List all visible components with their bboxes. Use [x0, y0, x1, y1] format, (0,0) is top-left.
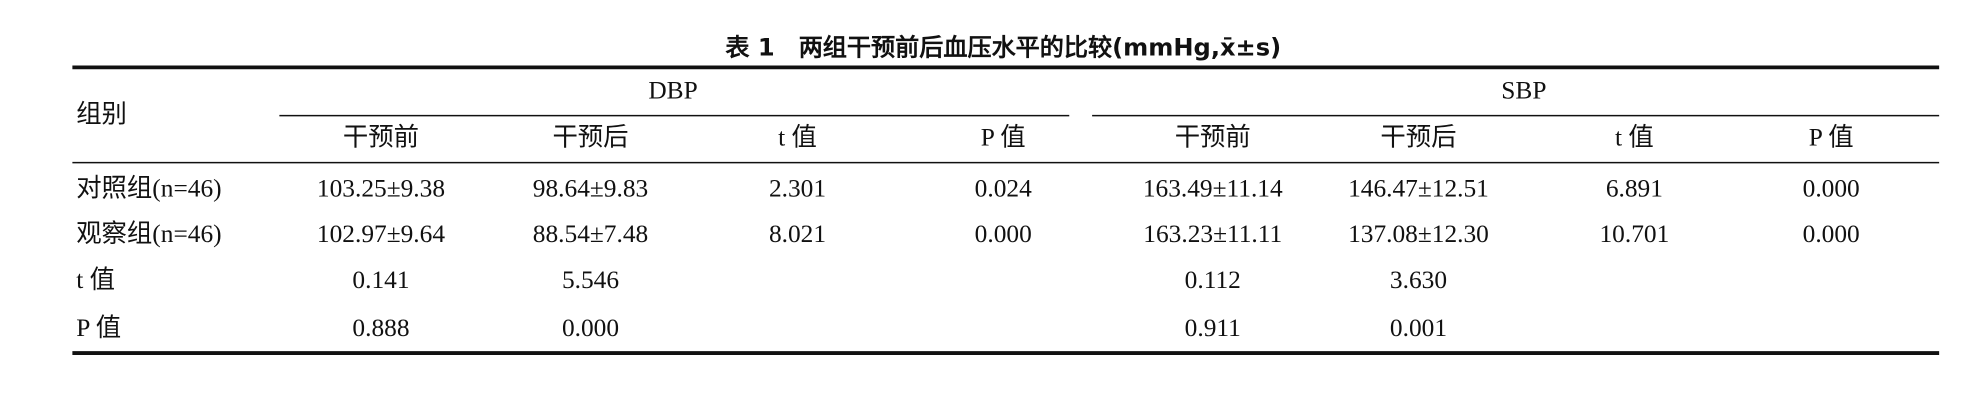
- cell: 0.024: [975, 174, 1032, 202]
- column-header: 干预前: [343, 124, 419, 152]
- cell: 5.546: [562, 266, 619, 294]
- cell: 103.25±9.38: [317, 174, 445, 202]
- cell: 3.630: [1390, 266, 1447, 294]
- row-label: t 值: [76, 266, 115, 294]
- column-header: P 值: [1809, 124, 1854, 152]
- cell: 146.47±12.51: [1348, 174, 1489, 202]
- cell: 88.54±7.48: [533, 220, 648, 248]
- cell: 0.141: [352, 266, 409, 294]
- cell: 0.000: [1803, 174, 1860, 202]
- cell: 0.911: [1185, 314, 1241, 342]
- cell: 0.000: [975, 220, 1032, 248]
- cell: 0.000: [562, 314, 619, 342]
- cell: 6.891: [1606, 174, 1663, 202]
- group-name: DBP: [648, 77, 697, 105]
- cell: 8.021: [769, 220, 826, 248]
- row-label: P 值: [76, 314, 121, 342]
- column-header: 干预后: [1380, 124, 1456, 152]
- row-label: 对照组(n=46): [76, 174, 221, 202]
- cell: 163.23±11.11: [1143, 220, 1282, 248]
- cell: 163.49±11.14: [1143, 174, 1283, 202]
- column-header: 干预后: [552, 124, 628, 152]
- row-label: 观察组(n=46): [76, 220, 221, 248]
- cell: 102.97±9.64: [317, 220, 445, 248]
- column-header: 干预前: [1175, 124, 1251, 152]
- cell: 0.001: [1390, 314, 1447, 342]
- column-header: t 值: [778, 124, 817, 152]
- column-header: P 值: [981, 124, 1026, 152]
- cell: 137.08±12.30: [1348, 220, 1489, 248]
- table-title: 表 1 两组干预前后血压水平的比较(mmHg,x̄±s): [725, 33, 1281, 61]
- cell: 2.301: [769, 174, 826, 202]
- cell: 0.888: [352, 314, 409, 342]
- cell: 0.000: [1803, 220, 1860, 248]
- cell: 0.112: [1185, 266, 1241, 294]
- column-header: t 值: [1615, 124, 1654, 152]
- group-name: SBP: [1501, 77, 1546, 105]
- cell: 10.701: [1599, 220, 1669, 248]
- cell: 98.64±9.83: [533, 174, 648, 202]
- group-header: 组别: [76, 101, 127, 129]
